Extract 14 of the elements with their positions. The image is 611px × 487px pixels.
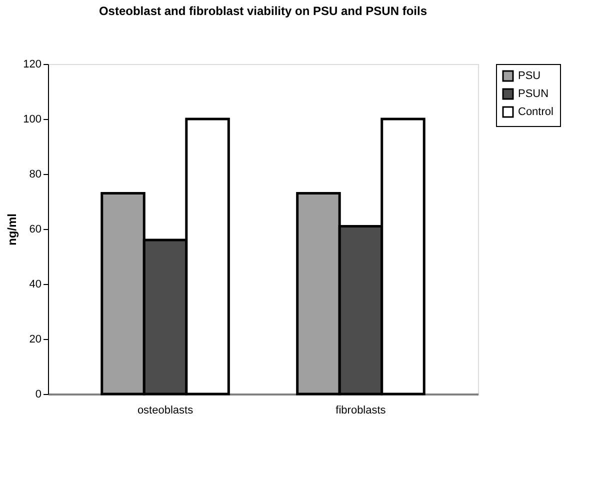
y-tick-label: 20 [29, 334, 42, 346]
y-tick-label: 40 [29, 278, 42, 290]
chart-title: Osteoblast and fibroblast viability on PSU and PSUN foils [98, 4, 428, 18]
legend-label: PSUN [518, 88, 549, 100]
y-tick-label: 0 [35, 388, 42, 400]
y-tick-label: 100 [23, 114, 42, 126]
x-tick-label: osteoblasts [137, 404, 194, 416]
y-axis-title: ng/ml [5, 214, 20, 246]
x-tick-label: fibroblasts [336, 404, 386, 416]
legend-label: PSU [518, 70, 541, 82]
legend-label: Control [518, 106, 554, 118]
y-tick-label: 120 [23, 58, 42, 70]
y-tick-label: 60 [29, 224, 42, 236]
y-tick-label: 80 [29, 168, 42, 180]
